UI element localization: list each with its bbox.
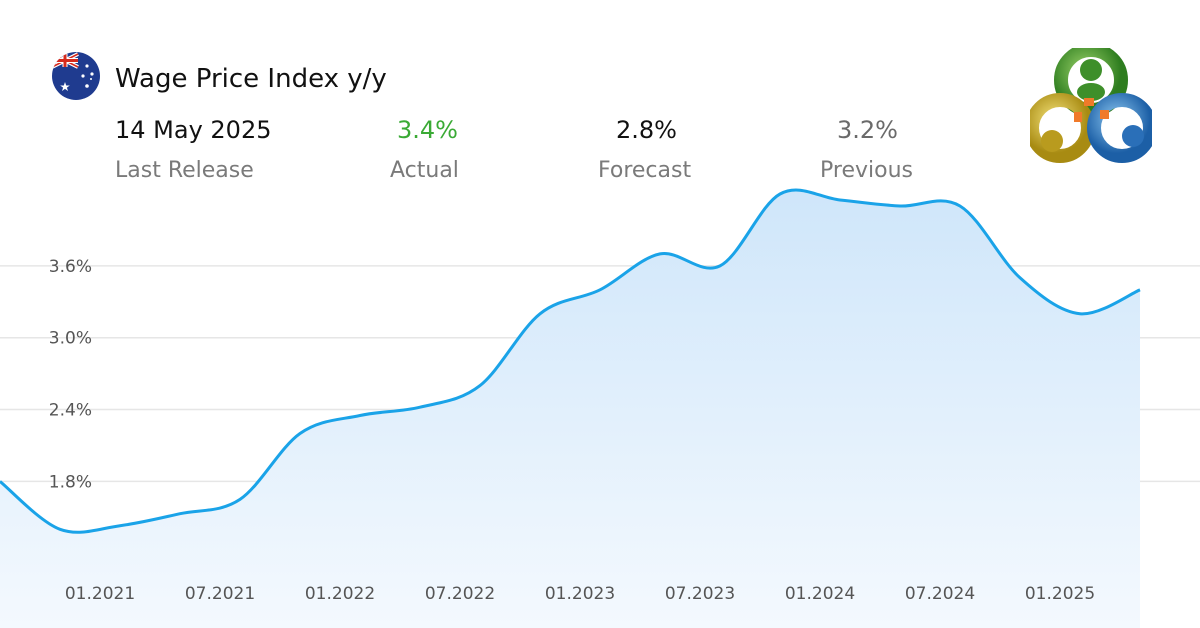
australia-flag-icon — [52, 52, 100, 100]
series-line — [0, 188, 1141, 534]
y-tick-label: 3.0% — [49, 329, 92, 349]
x-tick-label: 07.2021 — [185, 584, 255, 604]
forecast-value: 2.8% — [616, 116, 677, 144]
x-tick-label: 07.2023 — [665, 584, 735, 604]
area-fill — [0, 190, 1140, 628]
previous-value: 3.2% — [837, 116, 898, 144]
last-release-label: Last Release — [115, 158, 254, 183]
actual-label: Actual — [390, 158, 459, 183]
x-tick-label: 01.2021 — [65, 584, 135, 604]
y-tick-label: 3.6% — [49, 257, 92, 277]
metatrader-logo-icon — [1030, 48, 1152, 163]
x-tick-label: 01.2022 — [305, 584, 375, 604]
x-tick-label: 07.2024 — [905, 584, 975, 604]
x-axis-ticks: 01.2021 07.2021 01.2022 07.2022 01.2023 07.20… — [65, 584, 1095, 604]
y-tick-label: 1.8% — [49, 472, 92, 492]
x-tick-label: 01.2025 — [1025, 584, 1095, 604]
x-tick-label: 07.2022 — [425, 584, 495, 604]
actual-value: 3.4% — [397, 116, 458, 144]
last-release-value: 14 May 2025 — [115, 116, 272, 144]
previous-label: Previous — [820, 158, 913, 183]
x-tick-label: 01.2023 — [545, 584, 615, 604]
y-axis-ticks: 1.8% 2.4% 3.0% 3.6% — [49, 257, 92, 493]
indicator-title: Wage Price Index y/y — [115, 64, 387, 94]
y-tick-label: 2.4% — [49, 401, 92, 421]
x-tick-label: 01.2024 — [785, 584, 855, 604]
forecast-label: Forecast — [598, 158, 692, 183]
